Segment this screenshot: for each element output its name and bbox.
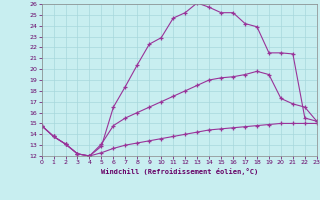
X-axis label: Windchill (Refroidissement éolien,°C): Windchill (Refroidissement éolien,°C) — [100, 168, 258, 175]
